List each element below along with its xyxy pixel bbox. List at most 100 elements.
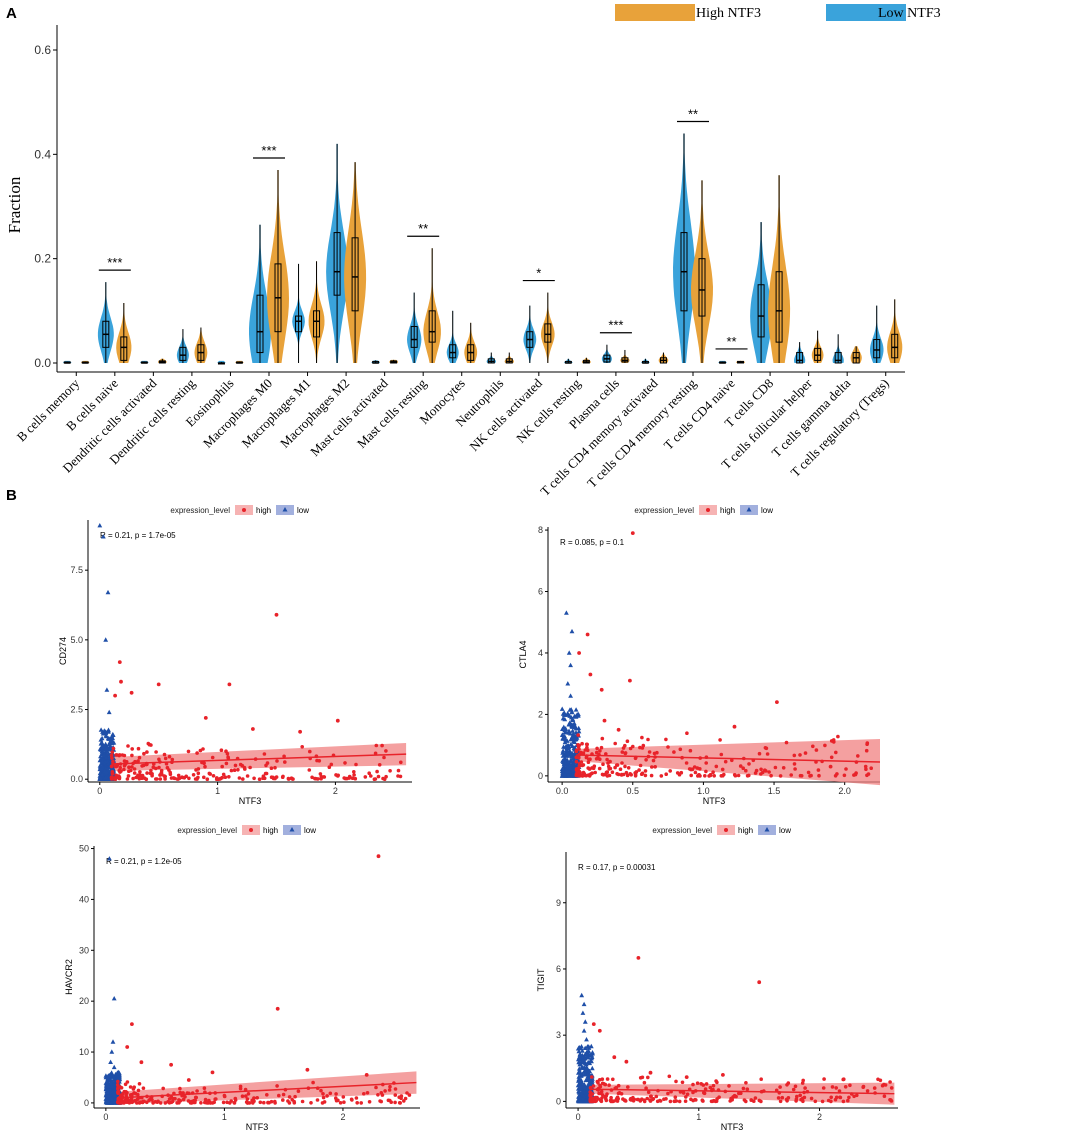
scatter-legend-marker-low bbox=[282, 507, 288, 512]
scatter-point-low bbox=[559, 766, 565, 772]
scatter-point-high bbox=[334, 1098, 339, 1103]
scatter-point-high bbox=[262, 1100, 266, 1105]
scatter-point-high bbox=[125, 1080, 130, 1084]
scatter-point-high bbox=[721, 1073, 725, 1077]
scatter-point-high bbox=[169, 776, 174, 780]
scatter-point-low bbox=[111, 1099, 117, 1104]
scatter-point-high bbox=[736, 773, 741, 778]
scatter-point-high bbox=[596, 755, 600, 760]
scatter-point-high bbox=[612, 1055, 617, 1060]
scatter-point-high bbox=[122, 767, 126, 772]
scatter-point-high bbox=[115, 753, 119, 757]
scatter-point-low bbox=[101, 743, 106, 748]
scatter-point-high bbox=[241, 777, 245, 781]
scatter-point-high bbox=[648, 1094, 653, 1099]
scatter-point-high bbox=[376, 854, 381, 859]
scatter-point-low bbox=[110, 735, 115, 741]
scatter-point-high bbox=[603, 772, 607, 777]
scatter-point-high bbox=[615, 1095, 620, 1100]
scatter-point-high bbox=[373, 751, 378, 756]
scatter-point-high bbox=[800, 1081, 805, 1085]
significance-label: *** bbox=[608, 318, 623, 333]
violin-box-low bbox=[796, 352, 804, 364]
scatter-point-high bbox=[151, 765, 156, 770]
scatter-point-high bbox=[863, 764, 868, 769]
scatter-point-high bbox=[196, 771, 201, 775]
scatter-point-high bbox=[133, 1091, 138, 1096]
scatter-point-high bbox=[883, 1083, 888, 1087]
scatter-point-high bbox=[618, 767, 623, 771]
scatter-point-high bbox=[865, 742, 869, 746]
scatter-y-tick-label: 10 bbox=[79, 1047, 89, 1057]
scatter-point-high bbox=[327, 765, 332, 769]
scatter-point-high bbox=[680, 1080, 685, 1085]
scatter-point-high bbox=[643, 773, 648, 778]
scatter-point-low bbox=[585, 1073, 591, 1079]
scatter-point-high bbox=[186, 1099, 191, 1103]
scatter-point-high bbox=[603, 1082, 608, 1087]
violin-box-low bbox=[449, 344, 457, 359]
scatter-point-high bbox=[597, 766, 602, 771]
scatter-point-low bbox=[581, 1028, 587, 1033]
scatter-point-high bbox=[325, 1094, 329, 1098]
scatter-point-low bbox=[568, 737, 574, 742]
scatter-point-high bbox=[178, 1086, 182, 1091]
scatter-legend-label-low: low bbox=[779, 826, 791, 835]
scatter-point-high bbox=[846, 1098, 850, 1103]
scatter-point-high bbox=[352, 773, 356, 777]
scatter-point-high bbox=[296, 1089, 301, 1093]
scatter-point-high bbox=[745, 1087, 750, 1091]
scatter-point-low bbox=[564, 610, 569, 615]
scatter-point-high bbox=[638, 1076, 643, 1080]
scatter-point-high bbox=[219, 748, 224, 752]
scatter-point-high bbox=[122, 753, 127, 758]
scatter-point-low bbox=[562, 772, 568, 777]
scatter-point-high bbox=[600, 772, 605, 777]
scatter-point-high bbox=[666, 745, 670, 749]
scatter-point-high bbox=[719, 752, 724, 757]
scatter-point-high bbox=[322, 1100, 327, 1104]
scatter-point-high bbox=[834, 1086, 838, 1090]
scatter-point-high bbox=[165, 765, 170, 770]
scatter-point-low bbox=[569, 758, 574, 764]
scatter-point-high bbox=[642, 1080, 647, 1085]
scatter-point-low bbox=[97, 523, 103, 528]
scatter-point-high bbox=[367, 771, 372, 775]
scatter-point-high bbox=[119, 1086, 124, 1090]
scatter-point-high bbox=[695, 766, 700, 770]
scatter-point-high bbox=[129, 690, 134, 695]
scatter-point-high bbox=[111, 746, 116, 751]
scatter-point-high bbox=[343, 761, 347, 765]
scatter-point-high bbox=[720, 767, 725, 772]
scatter-point-high bbox=[298, 729, 302, 734]
scatter-point-high bbox=[300, 745, 305, 749]
scatter-point-high bbox=[625, 739, 630, 743]
scatter-point-high bbox=[157, 757, 161, 762]
scatter-point-high bbox=[679, 770, 684, 775]
violin-y-tick-label: 0.4 bbox=[34, 147, 51, 161]
scatter-point-high bbox=[620, 761, 624, 765]
scatter-point-high bbox=[124, 1099, 129, 1104]
scatter-point-low bbox=[576, 729, 582, 734]
scatter-point-low bbox=[581, 1088, 587, 1093]
scatter-point-high bbox=[732, 1093, 737, 1098]
scatter-point-high bbox=[186, 749, 191, 754]
scatter-point-high bbox=[255, 1096, 259, 1100]
scatter-point-high bbox=[187, 776, 191, 781]
scatter-point-high bbox=[359, 1101, 364, 1105]
scatter-point-high bbox=[263, 771, 268, 776]
violin-box-low bbox=[873, 339, 881, 359]
scatter-point-high bbox=[119, 1093, 123, 1097]
scatter-point-high bbox=[784, 740, 789, 745]
scatter-point-high bbox=[847, 1095, 851, 1100]
scatter-point-high bbox=[341, 1095, 346, 1099]
scatter-point-high bbox=[633, 772, 638, 777]
scatter-point-high bbox=[599, 745, 604, 750]
scatter-point-high bbox=[286, 1099, 290, 1103]
violin-box-low bbox=[333, 232, 341, 296]
scatter-point-high bbox=[221, 1100, 226, 1105]
scatter-ci-band bbox=[113, 742, 407, 771]
scatter-point-high bbox=[380, 743, 384, 748]
scatter-point-low bbox=[104, 1089, 110, 1095]
scatter-point-high bbox=[617, 1091, 622, 1095]
